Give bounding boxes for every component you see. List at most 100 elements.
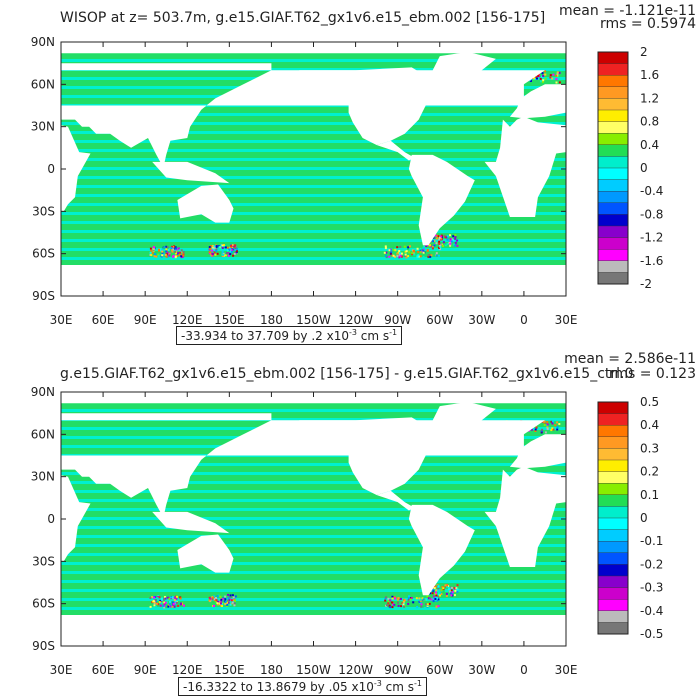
plot-title: WISOP at z= 503.7m, g.e15.GIAF.T62_gx1v6… [60, 10, 546, 26]
x-tick-label: 90W [384, 663, 411, 677]
colorbar-band [597, 575, 629, 589]
colorbar-band [597, 529, 629, 542]
x-tick-label: 60W [426, 313, 453, 327]
plot-panel-top: 30E 60E 90E 120E 150E 180 150W 120W 90W 60W 30W 0 30… [31, 3, 696, 345]
x-tick-label: 60W [426, 663, 453, 677]
colorbar-band [597, 144, 629, 157]
colorbar-band [597, 156, 629, 169]
colorbar-band [597, 471, 629, 484]
colorbar-label: -0.4 [640, 604, 663, 618]
colorbar-band [597, 121, 629, 134]
colorbar-band [597, 622, 629, 635]
land-central-america [376, 140, 415, 161]
x-tick-label: 0 [520, 663, 528, 677]
noise-cluster [149, 245, 185, 259]
land-indonesia [152, 161, 230, 184]
colorbar-label: 1.6 [640, 68, 659, 82]
colorbar: 0.5 0.4 0.3 0.2 0.1 0 -0.1 -0.2 -0.3 -0.4 -0.5 [597, 395, 663, 641]
colorbar-band [597, 494, 629, 507]
x-tick-label: 90E [134, 663, 157, 677]
colorbar-label: 0 [640, 161, 648, 175]
colorbar-band [597, 564, 629, 577]
land-europe [509, 434, 566, 469]
land-indonesia [152, 511, 230, 534]
y-tick-label: 90S [32, 639, 55, 653]
x-tick-label: 150E [214, 663, 245, 677]
land-africa [484, 116, 566, 217]
x-tick-label: 60E [92, 313, 115, 327]
colorbar-band [597, 272, 629, 285]
rms-stat: rms = 0.123 [608, 366, 696, 382]
land-antarctica [61, 615, 566, 646]
y-tick-label: 0 [47, 162, 55, 176]
x-tick-label: 30E [555, 663, 578, 677]
colorbar-label: -0.1 [640, 534, 663, 548]
colorbar-band [597, 517, 629, 531]
land-north-america [285, 417, 440, 495]
x-tick-label: 30E [50, 663, 73, 677]
y-tick-label: 90N [31, 385, 55, 399]
noise-cluster [149, 595, 185, 609]
map-plot-bottom: 30E 60E 90E 120E 150E 180 150W 120W 90W 60W 30W 0 30… [31, 385, 664, 677]
colorbar-band [597, 587, 629, 600]
colorbar-label: 0.1 [640, 488, 659, 502]
colorbar-frame [597, 401, 629, 635]
colorbar-label: 1.2 [640, 91, 659, 105]
colorbar-label: -1.6 [640, 254, 663, 268]
x-tick-label: 90E [134, 313, 157, 327]
y-tick-label: 60S [32, 247, 55, 261]
y-tick-label: 60N [31, 427, 55, 441]
x-tick-label: 120E [172, 663, 203, 677]
x-tick-label: 30W [468, 663, 495, 677]
x-tick-label: 30E [50, 313, 73, 327]
land-central-america [376, 490, 415, 511]
land-south-america [408, 154, 475, 246]
colorbar-label: -0.2 [640, 557, 663, 571]
y-tick-label: 30S [32, 204, 55, 218]
x-tick-label: 60E [92, 663, 115, 677]
mean-stat: mean = -1.121e-11 [559, 3, 696, 19]
x-tick-label: 150W [296, 313, 331, 327]
y-tick-label: 90N [31, 35, 55, 49]
y-tick-label: 30N [31, 470, 55, 484]
colorbar-band [597, 436, 629, 449]
colorbar-label: -2 [640, 277, 652, 291]
colorbar-band [597, 109, 629, 123]
rms-stat: rms = 0.5974 [599, 16, 696, 32]
colorbar-label: 2 [640, 45, 648, 59]
colorbar-label: -0.8 [640, 207, 663, 221]
colorbar-band [597, 179, 629, 192]
colorbar-label: 0.3 [640, 441, 659, 455]
x-tick-label: 30E [555, 313, 578, 327]
colorbar-band [597, 86, 629, 99]
colorbar-band [597, 202, 629, 215]
colorbar-band [597, 237, 629, 250]
colorbar-band [597, 74, 629, 88]
colorbar-band [597, 260, 629, 273]
x-tick-label: 180 [260, 663, 283, 677]
mean-stat: mean = 2.586e-11 [564, 351, 696, 367]
colorbar-band [597, 610, 629, 623]
map-plot-top: 30E 60E 90E 120E 150E 180 150W 120W 90W 60W 30W 0 30… [31, 35, 664, 327]
x-tick-label: 150W [296, 663, 331, 677]
colorbar-band [597, 225, 629, 239]
noise-cluster [383, 245, 442, 259]
x-tick-label: 120E [172, 313, 203, 327]
land-south-america [408, 504, 475, 596]
colorbar-band [597, 482, 629, 496]
y-tick-label: 90S [32, 289, 55, 303]
x-tick-label: 30W [468, 313, 495, 327]
land-africa [484, 466, 566, 567]
colorbar-label: 0.2 [640, 465, 659, 479]
contour-range-box: -16.3322 to 13.8679 by .05 x10-3 cm s-1 [178, 677, 428, 696]
x-tick-label: 90W [384, 313, 411, 327]
land-australia [177, 184, 234, 223]
colorbar-frame [597, 51, 629, 285]
x-tick-label: 0 [520, 313, 528, 327]
colorbar-label: -0.4 [640, 184, 663, 198]
plot-panel-bottom: 30E 60E 90E 120E 150E 180 150W 120W 90W 60W 30W 0 30… [0, 350, 700, 700]
noise-cluster [384, 595, 440, 609]
colorbar-label: 0 [640, 511, 648, 525]
colorbar-band [597, 63, 629, 76]
colorbar-band [597, 401, 629, 415]
